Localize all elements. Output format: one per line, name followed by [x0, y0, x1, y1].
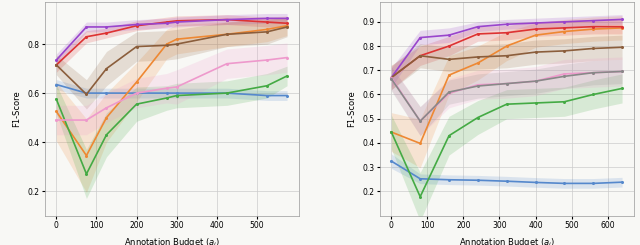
X-axis label: Annotation Budget ($a_i$): Annotation Budget ($a_i$) — [124, 236, 220, 245]
X-axis label: Annotation Budget ($a_i$): Annotation Budget ($a_i$) — [459, 236, 555, 245]
Y-axis label: F1-Score: F1-Score — [13, 91, 22, 127]
Y-axis label: F1-Score: F1-Score — [348, 91, 356, 127]
